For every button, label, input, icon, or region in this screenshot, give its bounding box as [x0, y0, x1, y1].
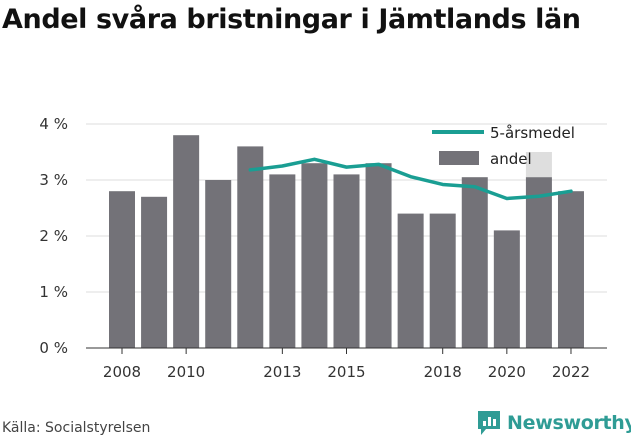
bar	[429, 213, 456, 348]
bar	[365, 163, 392, 348]
y-tick-label: 3 %	[39, 171, 68, 189]
uncertainty-range	[525, 152, 552, 178]
legend-swatch-bar	[439, 151, 479, 165]
y-tick-label: 2 %	[39, 227, 68, 245]
y-axis-ticks: 0 % 1 % 2 % 3 % 4 %	[39, 115, 68, 357]
x-tick-label: 2015	[327, 363, 365, 381]
x-tick-label: 2018	[424, 363, 462, 381]
chart-title: Andel svåra bristningar i Jämtlands län	[2, 4, 581, 35]
x-tick-label: 2013	[263, 363, 301, 381]
x-tick-label: 2008	[103, 363, 141, 381]
bar	[397, 213, 424, 348]
newsworthy-logo-icon	[478, 411, 500, 435]
bar	[333, 174, 360, 348]
bar	[173, 135, 200, 348]
bar	[269, 174, 296, 348]
bar-series	[109, 135, 584, 348]
x-axis-ticks: 2008 2010 2013 2015 2018 2020 2022	[103, 348, 590, 381]
legend-label-line: 5-årsmedel	[490, 124, 575, 142]
bar	[525, 177, 552, 348]
legend: 5-årsmedel andel	[432, 124, 575, 168]
legend-label-bar: andel	[490, 150, 532, 168]
line-series	[248, 157, 573, 201]
range-marks	[525, 152, 552, 178]
bar	[461, 177, 488, 348]
y-tick-label: 4 %	[39, 115, 68, 133]
brand-name: Newsworthy	[507, 412, 631, 434]
x-tick-label: 2010	[167, 363, 205, 381]
series-line	[248, 157, 573, 201]
bar	[557, 191, 584, 348]
bar	[205, 180, 232, 348]
source-note: Källa: Socialstyrelsen	[2, 420, 151, 436]
bar	[109, 191, 135, 348]
x-tick-label: 2022	[552, 363, 590, 381]
x-tick-label: 2020	[488, 363, 526, 381]
bar	[301, 163, 328, 348]
y-tick-label: 0 %	[39, 339, 68, 357]
bar	[141, 196, 168, 348]
y-tick-label: 1 %	[39, 283, 68, 301]
brand-logo: Newsworthy	[476, 409, 631, 437]
bar	[237, 146, 264, 348]
bar	[493, 230, 520, 348]
